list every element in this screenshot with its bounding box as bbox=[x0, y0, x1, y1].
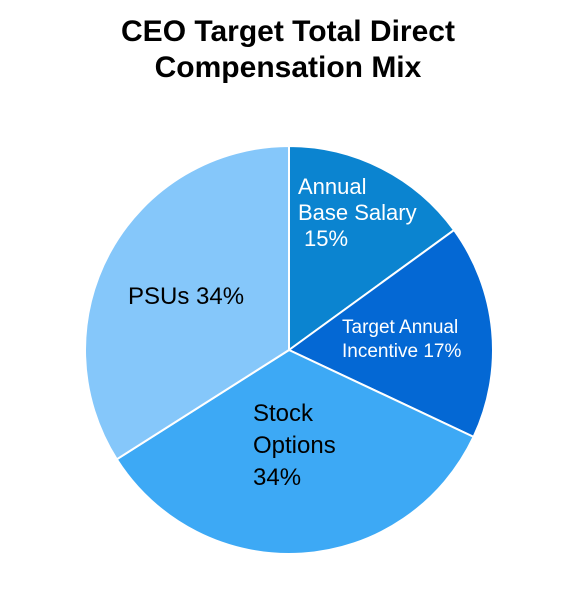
slice-label-line: 34% bbox=[253, 464, 301, 491]
slice-label-line: 15% bbox=[304, 226, 348, 251]
slice-label-psus: PSUs 34% bbox=[128, 283, 244, 310]
pie-slice-stock-options bbox=[115, 349, 475, 555]
slice-label-line: Target Annual bbox=[342, 317, 458, 338]
slice-label-line: Incentive 17% bbox=[342, 341, 461, 362]
chart-title-line-2: Compensation Mix bbox=[154, 51, 422, 84]
slice-label-line: Base Salary bbox=[298, 200, 417, 225]
pie-slice-annual-base-salary bbox=[288, 145, 456, 351]
slice-label-line: Annual bbox=[298, 174, 367, 199]
chart-title: CEO Target Total Direct Compensation Mix bbox=[0, 14, 576, 86]
chart-title-line-1: CEO Target Total Direct bbox=[121, 15, 455, 48]
pie-slice-target-annual-incentive bbox=[288, 229, 494, 438]
slice-label-line: Options bbox=[253, 432, 336, 459]
slice-label-line: Stock bbox=[253, 400, 314, 427]
slice-label-target-annual-incentive: Target Annual Incentive 17% bbox=[342, 317, 461, 362]
slice-label-annual-base-salary: Annual Base Salary 15% bbox=[298, 174, 417, 251]
slice-label-line: PSUs 34% bbox=[128, 283, 244, 310]
pie-slice-psus bbox=[84, 145, 290, 461]
slice-label-stock-options: Stock Options 34% bbox=[253, 400, 336, 491]
